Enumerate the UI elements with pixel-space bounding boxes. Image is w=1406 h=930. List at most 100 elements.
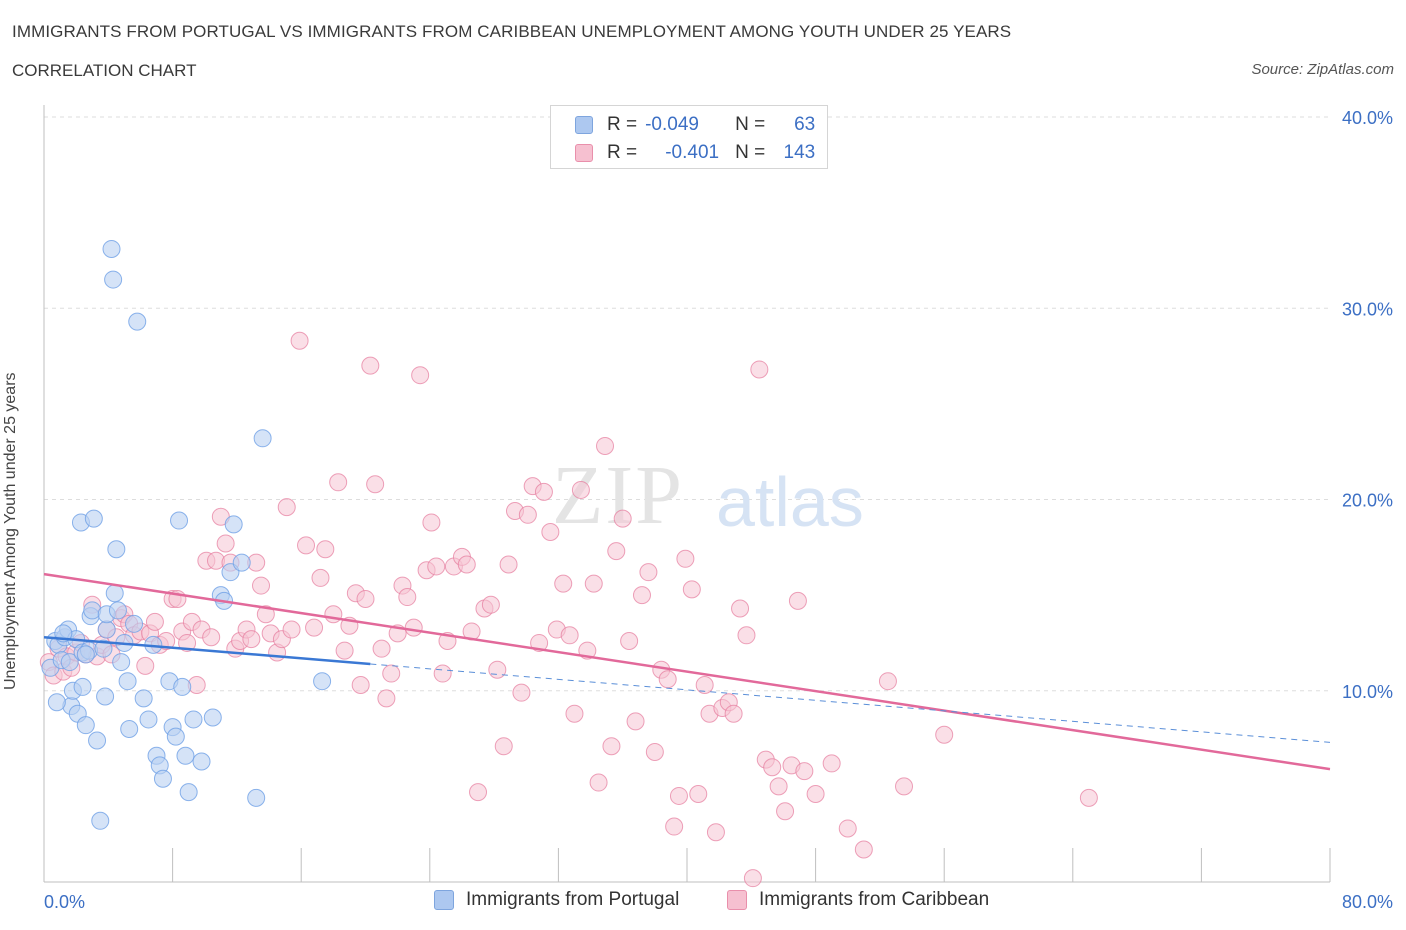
y-axis-label: Unemployment Among Youth under 25 years (2, 372, 19, 690)
point-portugal (108, 601, 127, 620)
legend-swatch-caribbean (575, 144, 593, 162)
legend-r-value: -0.049 (645, 114, 699, 135)
point-portugal (73, 677, 92, 696)
legend-row-portugal: R = -0.049 N = 63 (575, 114, 815, 136)
point-caribbean (305, 618, 324, 637)
point-caribbean (469, 783, 488, 802)
watermark-atlas: atlas (716, 463, 864, 541)
point-caribbean (356, 589, 375, 608)
y-tick-label: 30.0% (1342, 299, 1393, 319)
point-caribbean (658, 670, 677, 689)
point-portugal (47, 693, 66, 712)
point-caribbean (613, 509, 632, 528)
y-tick-labels: 10.0% 20.0% 30.0% 40.0% (1342, 108, 1393, 702)
point-caribbean (361, 356, 380, 375)
point-portugal (170, 511, 189, 530)
point-caribbean (724, 704, 743, 723)
point-caribbean (335, 641, 354, 660)
point-caribbean (607, 542, 626, 561)
series-portugal (41, 239, 332, 830)
point-caribbean (351, 676, 370, 695)
point-caribbean (776, 802, 795, 821)
axes (43, 105, 1331, 883)
point-portugal (253, 429, 272, 448)
legend-row-caribbean: R = -0.401 N = 143 (575, 142, 815, 164)
point-portugal (102, 239, 121, 258)
point-caribbean (382, 664, 401, 683)
bottom-legend-caribbean: Immigrants from Caribbean (727, 889, 989, 911)
point-caribbean (589, 773, 608, 792)
point-caribbean (282, 620, 301, 639)
point-caribbean (795, 762, 814, 781)
x-tick-label-max: 80.0% (1342, 892, 1393, 912)
point-caribbean (178, 633, 197, 652)
point-caribbean (706, 823, 725, 842)
series-caribbean (39, 331, 1098, 888)
bottom-legend-portugal: Immigrants from Portugal (434, 889, 679, 911)
x-tick-label-min: 0.0% (44, 892, 85, 912)
source-note: Source: ZipAtlas.com (1251, 61, 1394, 78)
point-portugal (107, 540, 126, 559)
point-portugal (76, 716, 95, 735)
point-caribbean (838, 819, 857, 838)
point-portugal (173, 677, 192, 696)
point-caribbean (935, 725, 954, 744)
point-caribbean (422, 513, 441, 532)
point-portugal (203, 708, 222, 727)
point-portugal (232, 553, 251, 572)
y-tick-label: 40.0% (1342, 108, 1393, 128)
stats-legend: R = -0.049 N = 63 R = -0.401 N = 143 (550, 105, 828, 169)
point-caribbean (895, 777, 914, 796)
point-caribbean (324, 605, 343, 624)
point-caribbean (626, 712, 645, 731)
legend-n-label: N = (735, 142, 766, 163)
point-caribbean (488, 660, 507, 679)
point-portugal (120, 720, 139, 738)
point-caribbean (878, 672, 897, 691)
chart-subtitle: CORRELATION CHART (12, 61, 197, 80)
point-caribbean (689, 785, 708, 804)
point-portugal (166, 727, 185, 746)
point-caribbean (398, 588, 417, 607)
point-caribbean (596, 436, 615, 455)
point-portugal (184, 710, 203, 729)
point-caribbean (145, 612, 164, 631)
point-caribbean (316, 540, 335, 559)
chart-title: IMMIGRANTS FROM PORTUGAL VS IMMIGRANTS F… (12, 22, 1012, 41)
point-caribbean (329, 473, 348, 492)
watermark-zip: ZIP (552, 449, 684, 542)
x-tick-labels: 0.0% 80.0% (44, 892, 1393, 912)
y-tick-label: 20.0% (1342, 491, 1393, 511)
legend-r-label: R = (607, 114, 638, 135)
point-caribbean (481, 595, 500, 614)
point-caribbean (277, 498, 296, 517)
point-portugal (128, 312, 147, 331)
point-caribbean (411, 366, 430, 385)
point-caribbean (676, 549, 695, 568)
point-caribbean (252, 576, 271, 595)
bottom-legend-label-caribbean: Immigrants from Caribbean (759, 889, 990, 910)
point-caribbean (788, 591, 807, 610)
point-portugal (91, 811, 110, 830)
point-caribbean (290, 331, 309, 350)
point-caribbean (763, 758, 782, 777)
point-portugal (112, 653, 131, 672)
point-caribbean (806, 785, 825, 804)
grid (44, 116, 1330, 692)
point-portugal (192, 752, 211, 771)
point-portugal (97, 620, 116, 639)
point-portugal (104, 270, 123, 289)
point-caribbean (136, 656, 155, 675)
point-portugal (224, 515, 243, 534)
point-portugal (76, 645, 95, 664)
point-portugal (88, 731, 107, 750)
legend-swatch-portugal (575, 116, 593, 134)
trend-lines (43, 572, 1331, 771)
point-portugal (125, 614, 144, 633)
point-portugal (94, 639, 113, 658)
point-caribbean (769, 777, 788, 796)
point-caribbean (541, 523, 560, 542)
point-caribbean (565, 704, 584, 723)
point-caribbean (645, 742, 664, 761)
